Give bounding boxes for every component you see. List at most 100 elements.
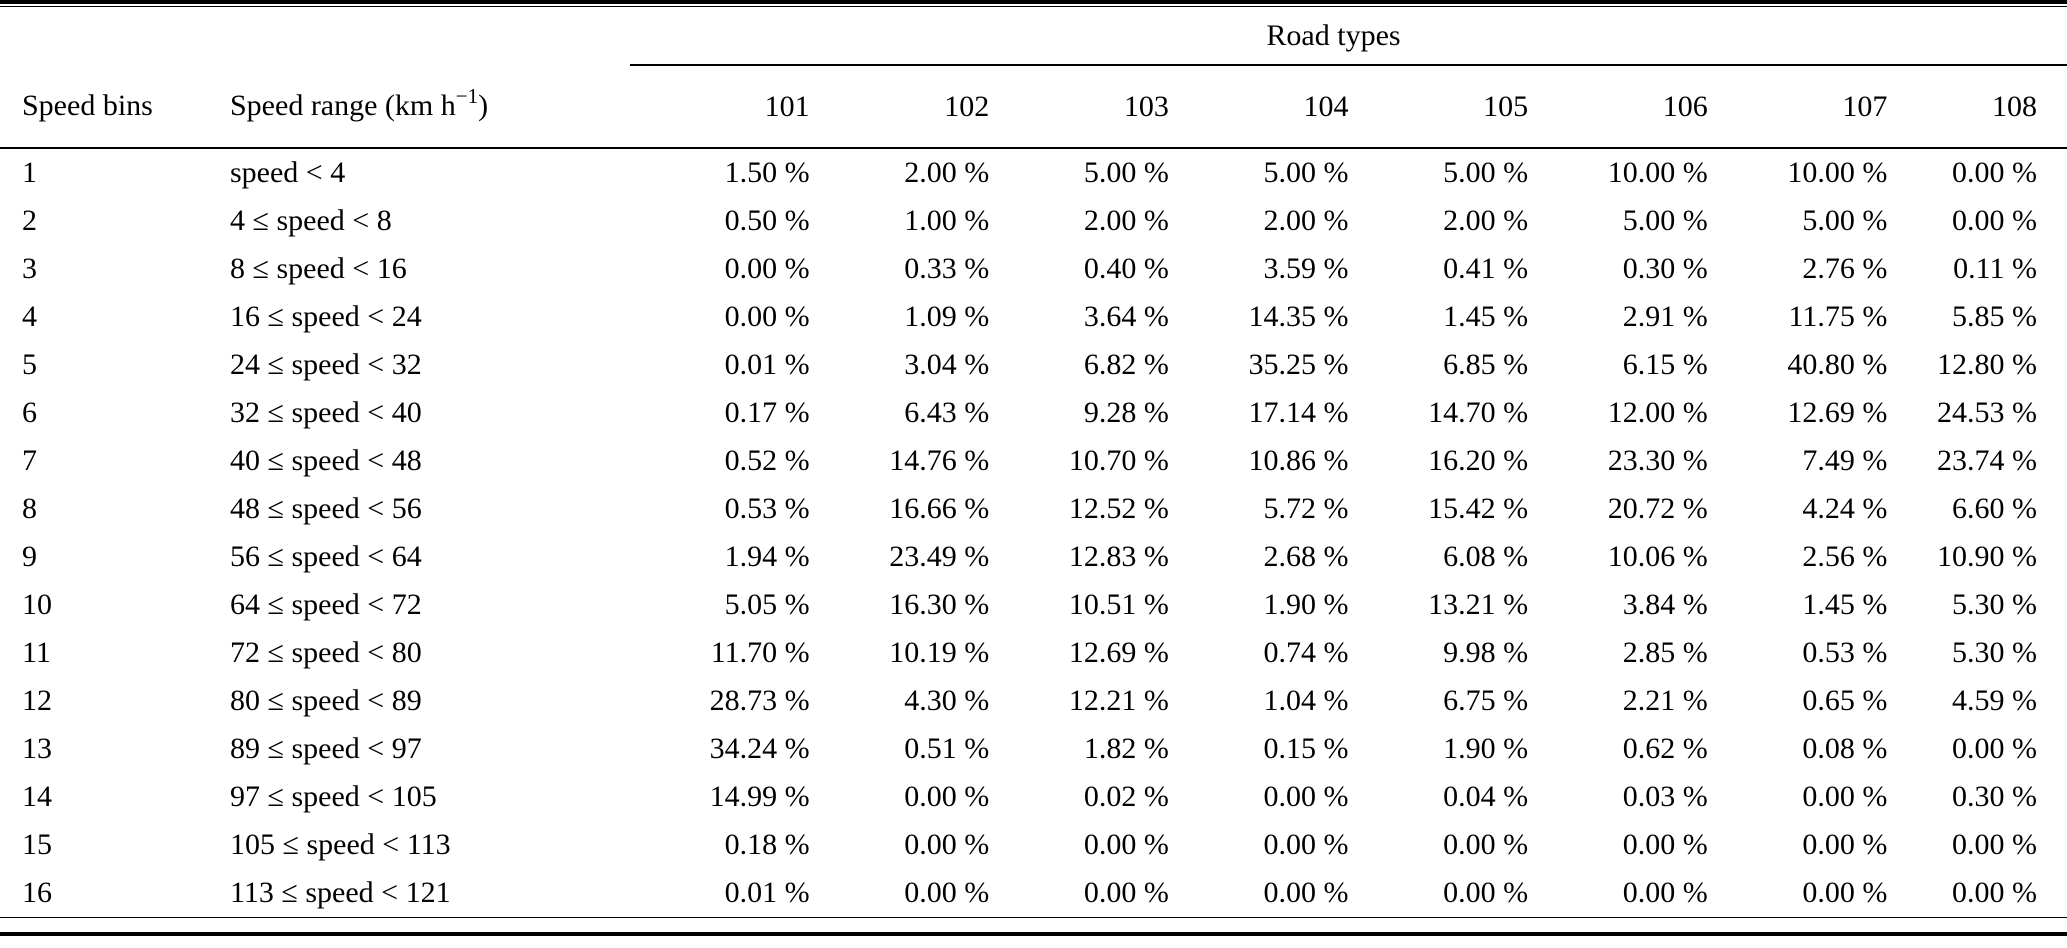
speed-range-cell: 89 ≤ speed < 97 [230,732,422,765]
percentage-cell: 0.02 % [1083,780,1169,813]
percentage-cell: 0.15 % [1263,732,1349,765]
percentage-cell: 0.30 % [1952,780,2037,813]
table-row: 2 4 ≤ speed < 8 0.50 % 1.00 % 2.00 % 2.00 % 2.… [0,197,2067,245]
percentage-cell: 20.72 % [1607,492,1708,525]
percentage-cell: 14.99 % [709,780,810,813]
table-row: 14 97 ≤ speed < 105 14.99 % 0.00 % 0.02 % 0.0… [0,773,2067,821]
percentage-cell: 0.00 % [1622,876,1708,909]
percentage-cell: 10.70 % [1068,444,1169,477]
percentage-cell: 35.25 % [1248,348,1349,381]
percentage-cell: 4.59 % [1952,684,2037,717]
percentage-cell: 6.60 % [1952,492,2037,525]
group-header-row: Road types [0,7,2067,66]
speed-bin-cell: 12 [22,684,52,717]
percentage-cell: 5.00 % [1622,204,1708,237]
percentage-cell: 0.30 % [1622,252,1708,285]
percentage-cell: 1.82 % [1083,732,1169,765]
speed-bin-cell: 11 [22,636,51,669]
percentage-cell: 5.85 % [1952,300,2037,333]
percentage-cell: 0.41 % [1443,252,1529,285]
percentage-cell: 6.82 % [1083,348,1169,381]
speed-range-cell: 24 ≤ speed < 32 [230,348,422,381]
speed-distribution-table: Road types Speed bins Speed range (km h−… [0,7,2067,917]
column-header-row: Speed bins Speed range (km h−1) 101 102 10… [0,65,2067,149]
percentage-cell: 0.52 % [724,444,810,477]
percentage-cell: 0.00 % [1802,828,1888,861]
percentage-cell: 40.80 % [1787,348,1888,381]
speed-range-cell: 80 ≤ speed < 89 [230,684,422,717]
percentage-cell: 12.69 % [1068,636,1169,669]
percentage-cell: 23.30 % [1607,444,1708,477]
road-type-column-header: 106 [1528,65,1708,149]
percentage-cell: 0.01 % [724,348,810,381]
table-row: 16 113 ≤ speed < 121 0.01 % 0.00 % 0.00 % 0.0… [0,869,2067,917]
percentage-cell: 5.30 % [1952,636,2037,669]
group-header-spacer [0,7,630,65]
percentage-cell: 12.52 % [1068,492,1169,525]
table-row: 10 64 ≤ speed < 72 5.05 % 16.30 % 10.51 % 1.9… [0,581,2067,629]
percentage-cell: 12.83 % [1068,540,1169,573]
percentage-cell: 0.51 % [904,732,990,765]
percentage-cell: 24.53 % [1937,396,2037,429]
percentage-cell: 6.75 % [1443,684,1529,717]
percentage-cell: 13.21 % [1428,588,1529,621]
speed-range-cell: speed < 4 [230,156,346,189]
percentage-cell: 23.49 % [889,540,990,573]
percentage-cell: 0.53 % [1802,636,1888,669]
percentage-cell: 5.00 % [1263,156,1349,189]
percentage-cell: 0.33 % [904,252,990,285]
percentage-cell: 14.76 % [889,444,990,477]
percentage-cell: 16.30 % [889,588,990,621]
speed-bin-cell: 13 [22,732,52,765]
percentage-cell: 0.65 % [1802,684,1888,717]
percentage-cell: 1.90 % [1443,732,1529,765]
speed-bin-cell: 7 [22,444,37,477]
percentage-cell: 2.91 % [1622,300,1708,333]
percentage-cell: 0.50 % [724,204,810,237]
percentage-cell: 0.17 % [724,396,810,429]
percentage-cell: 1.00 % [904,204,990,237]
percentage-cell: 5.00 % [1802,204,1888,237]
percentage-cell: 2.00 % [1263,204,1349,237]
road-type-column-header: 102 [809,65,990,149]
percentage-cell: 16.66 % [889,492,990,525]
percentage-cell: 0.00 % [724,252,810,285]
percentage-cell: 12.80 % [1937,348,2037,381]
speed-bin-cell: 6 [22,396,37,429]
speed-bin-cell: 14 [22,780,52,813]
road-type-column-header: 103 [989,65,1169,149]
percentage-cell: 0.00 % [1952,828,2037,861]
percentage-cell: 0.00 % [1952,876,2037,909]
percentage-cell: 0.00 % [1622,828,1708,861]
speed-range-header-superscript: −1 [455,84,479,108]
percentage-cell: 3.64 % [1083,300,1169,333]
percentage-cell: 2.00 % [904,156,990,189]
percentage-cell: 1.09 % [904,300,990,333]
percentage-cell: 2.56 % [1802,540,1888,573]
percentage-cell: 0.00 % [1263,828,1349,861]
road-type-column-header: 101 [630,65,810,149]
speed-bin-cell: 8 [22,492,37,525]
percentage-cell: 10.90 % [1937,540,2037,573]
percentage-cell: 6.08 % [1443,540,1529,573]
speed-range-cell: 4 ≤ speed < 8 [230,204,392,237]
percentage-cell: 0.18 % [724,828,810,861]
percentage-cell: 0.00 % [1083,828,1169,861]
percentage-cell: 28.73 % [709,684,810,717]
speed-bin-cell: 10 [22,588,52,621]
speed-range-column-header: Speed range (km h−1) [230,65,630,149]
percentage-cell: 1.90 % [1263,588,1349,621]
table-row: 11 72 ≤ speed < 80 11.70 % 10.19 % 12.69 % 0.… [0,629,2067,677]
percentage-cell: 0.00 % [1263,780,1349,813]
speed-bin-cell: 15 [22,828,52,861]
percentage-cell: 10.00 % [1787,156,1888,189]
percentage-cell: 0.01 % [724,876,810,909]
percentage-cell: 0.00 % [1952,156,2037,189]
percentage-cell: 0.08 % [1802,732,1888,765]
percentage-cell: 15.42 % [1428,492,1529,525]
percentage-cell: 2.21 % [1622,684,1708,717]
percentage-cell: 0.00 % [1952,732,2037,765]
percentage-cell: 0.04 % [1443,780,1529,813]
speed-range-header-prefix: Speed range (km h [230,89,456,122]
